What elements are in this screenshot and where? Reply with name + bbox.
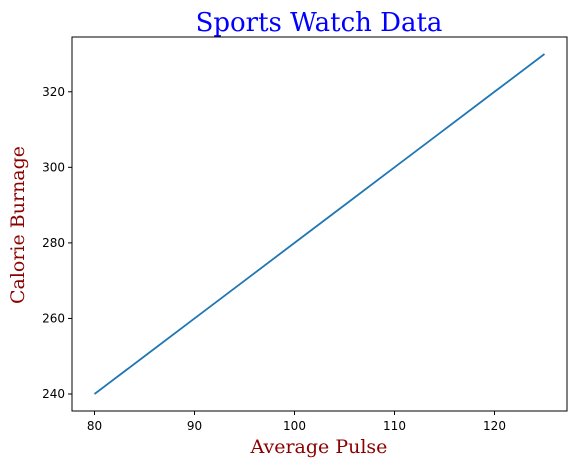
x-tick-label: 90: [187, 419, 202, 433]
x-axis-label: Average Pulse: [250, 436, 388, 458]
x-axis: 80 90 100 110 120: [87, 411, 506, 433]
plot-frame: [71, 36, 568, 412]
y-tick-label: 320: [42, 85, 65, 99]
y-tick-label: 240: [42, 387, 65, 401]
y-tick-label: 260: [42, 311, 65, 325]
y-tick-label: 300: [42, 160, 65, 174]
y-tick-label: 280: [42, 236, 65, 250]
x-tick-label: 110: [383, 419, 406, 433]
plot-area: 80 90 100 110 120 240 260 280 300 320: [42, 36, 568, 433]
x-tick-label: 100: [283, 419, 306, 433]
x-tick-label: 120: [483, 419, 506, 433]
x-tick-label: 80: [87, 419, 102, 433]
y-axis-label: Calorie Burnage: [7, 146, 29, 304]
chart-title: Sports Watch Data: [196, 8, 443, 38]
series-line: [93, 53, 546, 395]
y-axis: 240 260 280 300 320: [42, 85, 72, 401]
